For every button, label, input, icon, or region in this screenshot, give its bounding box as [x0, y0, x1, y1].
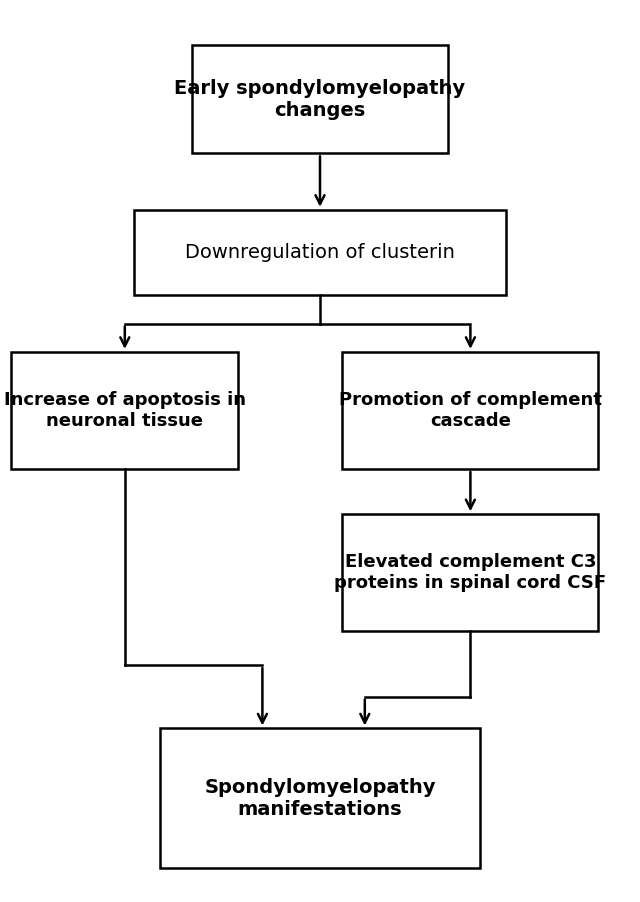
Text: Early spondylomyelopathy
changes: Early spondylomyelopathy changes — [175, 78, 465, 120]
Text: Promotion of complement
cascade: Promotion of complement cascade — [339, 391, 602, 430]
FancyBboxPatch shape — [342, 514, 598, 631]
Text: Increase of apoptosis in
neuronal tissue: Increase of apoptosis in neuronal tissue — [4, 391, 246, 430]
FancyBboxPatch shape — [342, 352, 598, 469]
FancyBboxPatch shape — [160, 729, 480, 868]
FancyBboxPatch shape — [134, 210, 506, 296]
Text: Downregulation of clusterin: Downregulation of clusterin — [185, 243, 455, 262]
Text: Elevated complement C3
proteins in spinal cord CSF: Elevated complement C3 proteins in spina… — [334, 553, 607, 593]
Text: Spondylomyelopathy
manifestations: Spondylomyelopathy manifestations — [204, 778, 436, 819]
FancyBboxPatch shape — [12, 352, 239, 469]
FancyBboxPatch shape — [192, 45, 448, 153]
